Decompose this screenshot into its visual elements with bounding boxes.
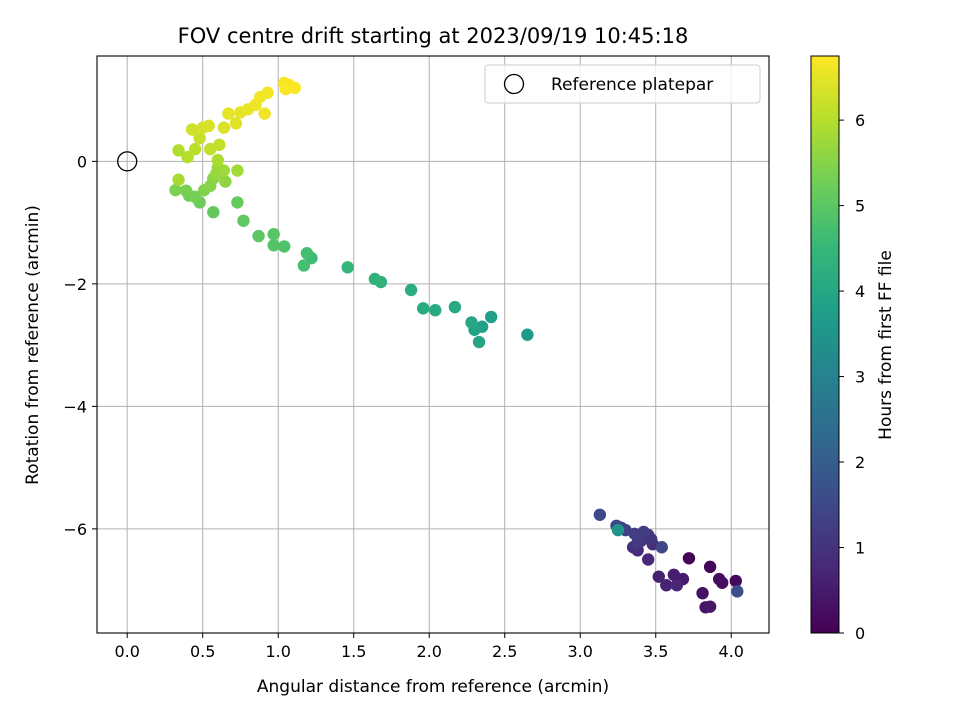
data-point [229, 117, 243, 130]
data-point [185, 123, 199, 136]
data-point [703, 560, 717, 574]
data-point [288, 81, 302, 95]
x-tick-label: 1.5 [341, 642, 366, 661]
data-points [169, 76, 744, 614]
data-point [660, 579, 673, 592]
x-tick-label: 2.0 [416, 642, 441, 661]
legend-marker-icon [503, 73, 525, 95]
data-point [404, 283, 418, 297]
y-tick-label: −2 [63, 275, 87, 294]
data-point [279, 82, 292, 96]
y-tick-label: 0 [77, 152, 87, 171]
x-axis-ticks: 0.0 0.5 1.0 1.5 2.0 2.5 3.0 3.5 4.0 [114, 633, 744, 661]
data-point [297, 259, 311, 272]
data-point [341, 261, 354, 274]
data-point [207, 205, 220, 219]
colorbar-tick-label: 1 [855, 539, 865, 558]
x-tick-label: 4.0 [719, 642, 744, 661]
data-point [729, 574, 742, 588]
colorbar-gradient [810, 55, 840, 634]
data-point [267, 228, 280, 241]
data-point [641, 553, 655, 566]
data-point [682, 552, 696, 565]
legend-box [484, 64, 761, 104]
x-tick-label: 1.0 [265, 642, 290, 661]
data-point [472, 335, 486, 349]
data-point [217, 164, 231, 177]
colorbar-ticks: 0 1 2 3 4 5 6 [839, 111, 865, 643]
data-point [300, 247, 314, 260]
data-point [188, 190, 202, 204]
colorbar-tick-label: 4 [855, 282, 865, 301]
reference-platepar-marker [117, 151, 138, 172]
y-tick-label: −6 [63, 520, 87, 539]
reference-marker-layer [117, 151, 138, 172]
data-point [368, 272, 382, 286]
data-point [448, 300, 462, 314]
data-point [267, 239, 280, 252]
data-point [593, 508, 607, 521]
x-tick-label: 3.0 [568, 642, 593, 661]
data-point [715, 576, 729, 589]
colorbar-tick-label: 2 [855, 453, 865, 472]
data-point [465, 316, 478, 329]
data-point [217, 121, 231, 134]
data-point [188, 142, 202, 156]
data-point [231, 196, 244, 209]
colorbar-tick-label: 6 [855, 111, 865, 130]
data-point [193, 131, 206, 145]
data-point [261, 86, 274, 99]
colorbar-tick-label: 0 [855, 624, 865, 643]
data-point [213, 138, 226, 152]
data-point [655, 541, 668, 554]
data-point [484, 310, 498, 324]
data-point [258, 107, 271, 120]
data-point [429, 303, 442, 317]
data-point [202, 119, 215, 133]
data-point [670, 579, 684, 592]
legend-label: Reference platepar [551, 75, 713, 95]
plot-frame [96, 55, 770, 634]
data-point [169, 183, 182, 197]
x-tick-label: 2.5 [492, 642, 517, 661]
data-point [222, 107, 235, 120]
data-point [181, 150, 194, 164]
y-tick-label: −4 [63, 397, 87, 416]
data-point [237, 214, 250, 227]
data-point [219, 175, 232, 188]
data-point [652, 570, 665, 583]
colorbar-label: Hours from first FF file [876, 250, 896, 440]
grid-lines [97, 56, 769, 633]
data-point [211, 153, 225, 167]
data-point [521, 328, 534, 341]
data-point [611, 523, 625, 537]
data-point [731, 585, 744, 598]
y-axis-label: Rotation from reference (arcmin) [23, 205, 43, 485]
data-point [231, 164, 244, 177]
y-axis-ticks: 0 −2 −4 −6 [63, 152, 97, 539]
x-tick-label: 3.5 [643, 642, 668, 661]
data-point [172, 144, 185, 157]
legend: Reference platepar [484, 64, 761, 104]
data-point [179, 184, 193, 197]
x-axis-label: Angular distance from reference (arcmin) [257, 677, 609, 697]
colorbar-tick-label: 3 [855, 368, 865, 387]
data-point [416, 302, 430, 315]
x-tick-label: 0.5 [190, 642, 215, 661]
chart-title: FOV centre drift starting at 2023/09/19 … [178, 24, 689, 48]
data-point [252, 229, 265, 243]
colorbar-tick-label: 5 [855, 197, 865, 216]
data-point [172, 173, 185, 186]
data-point [667, 568, 681, 582]
data-point [278, 240, 291, 253]
data-point [703, 600, 717, 613]
data-point [696, 586, 709, 600]
x-tick-label: 0.0 [114, 642, 139, 661]
colorbar: 0 1 2 3 4 5 6 Hours from first FF file [810, 55, 896, 643]
